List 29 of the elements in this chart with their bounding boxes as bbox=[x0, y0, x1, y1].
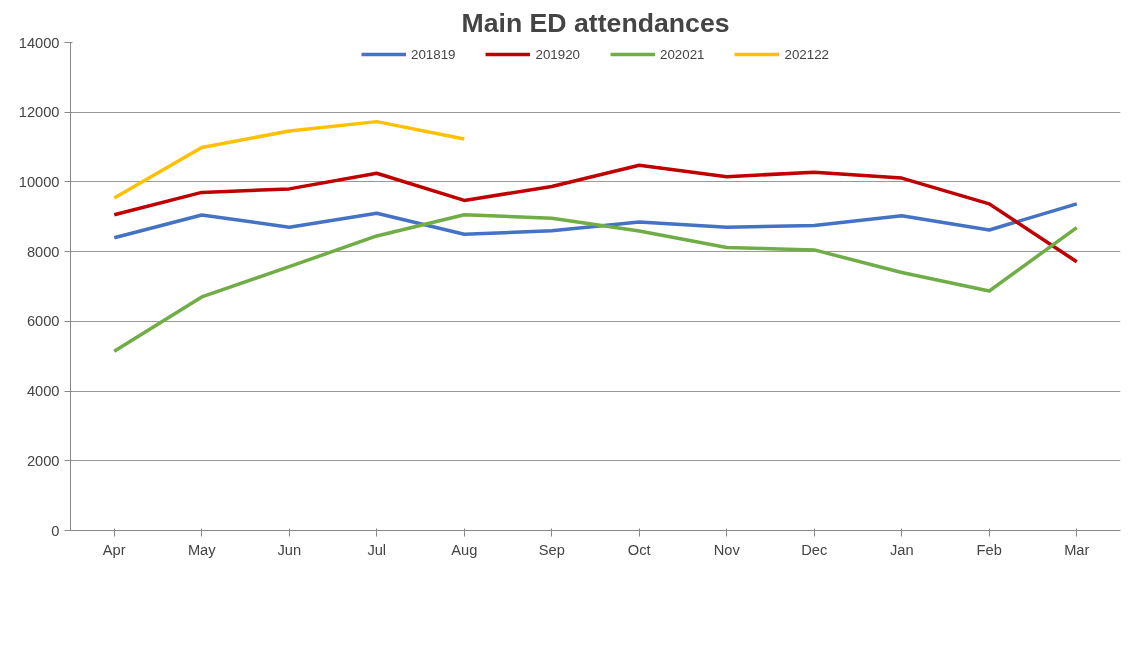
x-tick-label: May bbox=[187, 541, 217, 558]
y-tick-label: 12000 bbox=[18, 104, 60, 121]
legend-label: 202021 bbox=[660, 46, 705, 62]
y-tick-label: 4000 bbox=[26, 383, 60, 400]
x-tick-label: Dec bbox=[801, 541, 828, 558]
line-series bbox=[112, 163, 1079, 264]
line-series bbox=[112, 202, 1079, 240]
legend-label: 201920 bbox=[535, 46, 580, 62]
x-tick-label: Apr bbox=[102, 541, 126, 558]
legend-label: 201819 bbox=[411, 46, 456, 62]
x-tick-label: Oct bbox=[627, 541, 651, 558]
x-tick-label: Aug bbox=[451, 541, 478, 558]
x-tick-label: Jan bbox=[889, 541, 914, 558]
y-tick-label: 14000 bbox=[18, 34, 60, 51]
y-tick-label: 10000 bbox=[18, 173, 60, 190]
x-tick-label: Feb bbox=[976, 541, 1002, 558]
line-series bbox=[112, 119, 466, 200]
y-tick-label: 0 bbox=[51, 522, 60, 539]
chart-title: Main ED attendances bbox=[461, 7, 730, 38]
y-tick-label: 8000 bbox=[26, 243, 60, 260]
x-tick-label: Nov bbox=[713, 541, 741, 558]
legend-label: 202122 bbox=[784, 46, 829, 62]
x-tick-label: Jul bbox=[367, 541, 387, 558]
x-tick-label: Mar bbox=[1064, 541, 1090, 558]
y-tick-label: 2000 bbox=[26, 452, 60, 469]
x-tick-label: Jun bbox=[277, 541, 302, 558]
y-tick-label: 6000 bbox=[26, 313, 60, 330]
line-series bbox=[112, 212, 1079, 354]
x-tick-label: Sep bbox=[538, 541, 565, 558]
